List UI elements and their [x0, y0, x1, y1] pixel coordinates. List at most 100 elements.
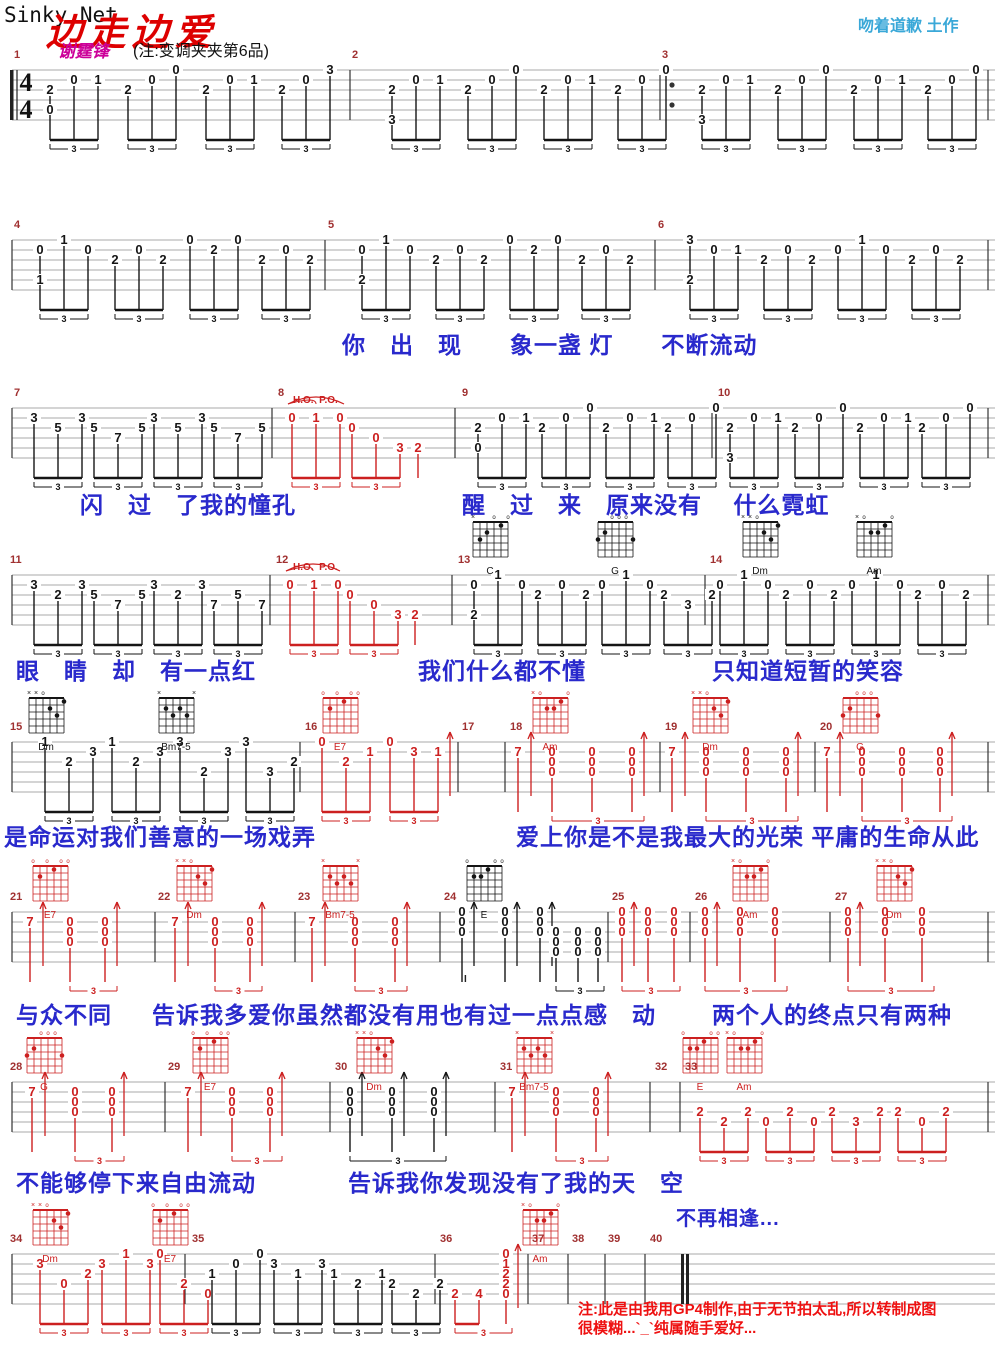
svg-text:0: 0 — [881, 904, 888, 919]
svg-text:o: o — [349, 691, 353, 697]
svg-text:2: 2 — [698, 82, 705, 97]
svg-text:o: o — [492, 515, 496, 521]
svg-text:0: 0 — [722, 72, 729, 87]
svg-text:1: 1 — [746, 72, 753, 87]
svg-text:o: o — [31, 859, 35, 865]
svg-text:3: 3 — [311, 649, 316, 659]
chord-grid: × o o — [531, 690, 570, 734]
svg-text:2: 2 — [290, 754, 297, 769]
svg-text:0: 0 — [602, 242, 609, 257]
svg-text:3: 3 — [943, 482, 948, 492]
svg-text:0: 0 — [702, 764, 709, 779]
svg-text:3: 3 — [565, 144, 570, 154]
lyric-text: 眼 睛 却 有一点红 — [16, 658, 256, 684]
svg-text:2: 2 — [470, 607, 477, 622]
svg-text:2: 2 — [451, 1286, 458, 1301]
svg-text:0: 0 — [628, 764, 635, 779]
svg-text:1: 1 — [872, 567, 879, 582]
svg-text:3: 3 — [78, 410, 85, 425]
svg-text:0: 0 — [918, 1114, 925, 1129]
svg-text:o: o — [226, 1031, 230, 1037]
svg-text:0: 0 — [391, 934, 398, 949]
svg-text:2: 2 — [352, 49, 358, 61]
svg-text:3: 3 — [875, 144, 880, 154]
svg-text:×: × — [31, 1202, 35, 1209]
svg-text:3: 3 — [933, 314, 938, 324]
chord-label: G — [856, 742, 864, 753]
chord-diagram-am: × o o Am — [850, 512, 898, 577]
svg-text:3: 3 — [799, 144, 804, 154]
chord-label: E7 — [43, 910, 57, 921]
svg-text:0: 0 — [71, 1104, 78, 1119]
svg-text:o: o — [66, 859, 70, 865]
svg-text:o: o — [766, 859, 770, 865]
svg-text:3: 3 — [531, 314, 536, 324]
svg-text:3: 3 — [499, 482, 504, 492]
svg-text:0: 0 — [592, 1084, 599, 1099]
svg-text:0: 0 — [762, 1114, 769, 1129]
svg-text:31: 31 — [500, 1061, 512, 1073]
svg-text:3: 3 — [211, 314, 216, 324]
svg-text:o: o — [493, 859, 497, 865]
svg-text:3: 3 — [150, 410, 157, 425]
svg-text:3: 3 — [603, 314, 608, 324]
svg-text:1: 1 — [312, 410, 319, 425]
svg-text:3: 3 — [91, 986, 96, 996]
svg-text:3: 3 — [395, 1156, 400, 1166]
svg-text:3: 3 — [662, 49, 668, 61]
svg-text:3: 3 — [201, 816, 206, 826]
chord-label: Bm7-5 — [325, 910, 355, 921]
svg-text:0: 0 — [430, 1104, 437, 1119]
svg-text:2: 2 — [760, 252, 767, 267]
svg-text:5: 5 — [138, 420, 145, 435]
svg-text:0: 0 — [101, 934, 108, 949]
svg-text:×: × — [855, 514, 859, 521]
svg-text:3: 3 — [355, 1328, 360, 1338]
svg-text:0: 0 — [594, 934, 601, 949]
svg-text:0: 0 — [548, 754, 555, 769]
svg-text:0: 0 — [736, 924, 743, 939]
svg-text:0: 0 — [372, 430, 379, 445]
chord-diagram-dm: × × o Dm — [170, 856, 218, 921]
svg-text:2: 2 — [258, 252, 265, 267]
svg-text:0: 0 — [701, 904, 708, 919]
svg-text:0: 0 — [266, 1104, 273, 1119]
svg-text:1: 1 — [41, 734, 48, 749]
svg-text:3: 3 — [303, 144, 308, 154]
svg-text:3: 3 — [235, 649, 240, 659]
svg-text:3: 3 — [78, 577, 85, 592]
svg-text:1: 1 — [208, 1266, 215, 1281]
svg-text:3: 3 — [383, 314, 388, 324]
svg-text:0: 0 — [898, 764, 905, 779]
svg-text:0: 0 — [101, 924, 108, 939]
svg-text:0: 0 — [346, 1104, 353, 1119]
svg-text:2: 2 — [582, 587, 589, 602]
svg-text:1: 1 — [294, 1266, 301, 1281]
svg-text:0: 0 — [211, 914, 218, 929]
svg-text:1: 1 — [588, 72, 595, 87]
chord-grid: × o o — [855, 514, 894, 558]
svg-text:0: 0 — [282, 242, 289, 257]
svg-text:o: o — [889, 859, 893, 865]
svg-text:0: 0 — [388, 1084, 395, 1099]
svg-text:o: o — [506, 515, 510, 521]
svg-text:×: × — [550, 1030, 554, 1037]
svg-text:×: × — [192, 690, 196, 697]
chord-diagram-dm: × × o Dm — [686, 688, 734, 753]
svg-text:3: 3 — [115, 649, 120, 659]
tab-system-2: 4 5 6 0 1 0 3 1 2 0 2 3 0 2 0 3 2 0 2 3 0 1 0 3 2 2 0 2 3 0 2 0 3 2 0 2 3 3 0 1… — [11, 219, 995, 324]
svg-text:o: o — [165, 1203, 169, 1209]
chord-grid: × × o — [175, 858, 215, 902]
svg-text:3: 3 — [242, 734, 249, 749]
svg-text:o: o — [191, 1031, 195, 1037]
svg-text:3: 3 — [295, 1328, 300, 1338]
svg-text:1: 1 — [108, 734, 115, 749]
svg-text:0: 0 — [701, 914, 708, 929]
svg-text:o: o — [538, 691, 542, 697]
svg-text:0: 0 — [228, 1094, 235, 1109]
svg-text:39: 39 — [608, 1233, 620, 1245]
